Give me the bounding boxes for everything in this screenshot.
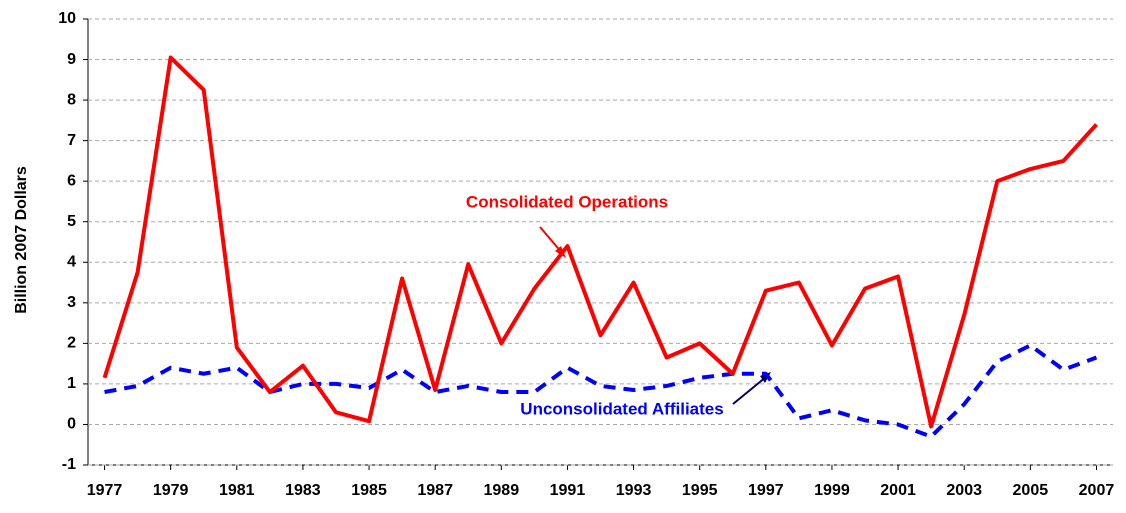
x-tick-label: 2005 <box>1013 482 1049 499</box>
x-tick-label: 2007 <box>1079 482 1115 499</box>
y-tick-label: 7 <box>67 132 76 149</box>
y-tick-label: 10 <box>58 10 76 27</box>
y-tick-label: -1 <box>62 456 76 473</box>
annotation: Consolidated Operations <box>466 192 668 211</box>
y-tick-label: 3 <box>67 294 76 311</box>
x-tick-label: 1987 <box>417 482 453 499</box>
x-tick-label: 1991 <box>550 482 586 499</box>
y-tick-label: 6 <box>67 172 76 189</box>
x-tick-label: 2003 <box>946 482 982 499</box>
series-line <box>102 55 1098 429</box>
x-tick-label: 1993 <box>616 482 652 499</box>
y-tick-label: 2 <box>67 335 76 352</box>
y-tick-label: 5 <box>67 213 76 230</box>
y-tick-label: 4 <box>67 253 76 270</box>
x-tick-label: 1997 <box>748 482 784 499</box>
x-tick-label: 1985 <box>351 482 387 499</box>
x-tick-label: 1999 <box>814 482 850 499</box>
y-tick-label: 9 <box>67 51 76 68</box>
x-tick-label: 1977 <box>87 482 123 499</box>
y-tick-label: 0 <box>67 416 76 433</box>
y-tick-label: 8 <box>67 91 76 108</box>
x-tick-label: 2001 <box>880 482 916 499</box>
x-tick-label: 1989 <box>484 482 520 499</box>
annotation: Unconsolidated Affiliates <box>520 399 723 418</box>
x-tick-label: 1979 <box>153 482 189 499</box>
x-tick-label: 1981 <box>219 482 255 499</box>
x-tick-label: 1995 <box>682 482 718 499</box>
annotation-arrow <box>732 376 767 405</box>
x-tick-label: 1983 <box>285 482 321 499</box>
y-axis-label: Billion 2007 Dollars <box>13 166 30 314</box>
series-line <box>104 343 1098 439</box>
y-tick-label: 1 <box>67 375 76 392</box>
